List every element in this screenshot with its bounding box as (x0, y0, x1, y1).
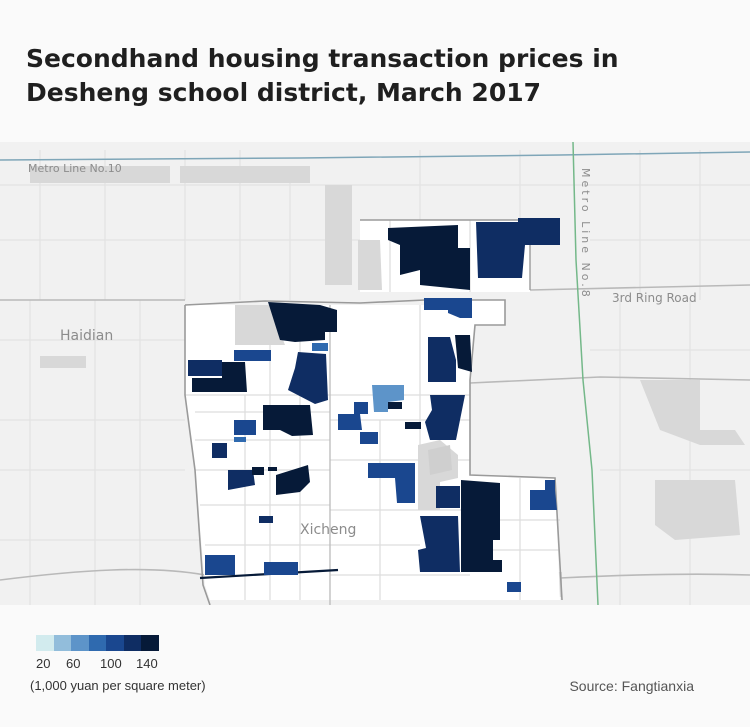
housing-block (388, 402, 402, 409)
housing-block (188, 360, 222, 376)
xicheng-label: Xicheng (300, 522, 356, 538)
housing-block (455, 335, 472, 372)
metro-line-10 (0, 151, 750, 161)
legend-swatch (71, 635, 89, 651)
housing-block (234, 437, 246, 442)
legend-swatch (36, 635, 54, 651)
map-svg: Metro Line No.10 3rd Ring Road Haidian X… (0, 142, 750, 605)
legend-tick: 60 (66, 656, 81, 671)
housing-block (545, 480, 555, 492)
header (0, 0, 750, 142)
housing-block (228, 470, 255, 490)
housing-block (461, 480, 502, 572)
legend-swatch (123, 635, 141, 651)
housing-block (338, 414, 362, 430)
street-grid (0, 150, 750, 605)
housing-block (428, 337, 456, 382)
housing-block (263, 405, 313, 436)
metro-line-8 (572, 142, 599, 605)
housing-block (268, 302, 337, 342)
page-title: Secondhand housing transaction prices in… (26, 44, 619, 107)
legend-tick: 20 (36, 656, 51, 671)
housing-block (234, 420, 256, 435)
legend-tick: 140 (136, 656, 158, 671)
housing-block (312, 343, 328, 351)
legend-swatch (88, 635, 106, 651)
district-boundary (184, 299, 563, 605)
metro-line-8-label: Metro Line No.8 (579, 168, 592, 300)
haidian-label: Haidian (60, 328, 113, 344)
housing-block (405, 422, 421, 429)
legend-color-bar (36, 635, 159, 651)
housing-block (530, 490, 557, 510)
housing-block (424, 298, 472, 310)
housing-block (276, 465, 310, 495)
ring-road-label: 3rd Ring Road (612, 291, 697, 305)
legend-swatch (141, 635, 159, 651)
metro-line-10-label: Metro Line No.10 (28, 162, 122, 175)
map-panel[interactable]: Metro Line No.10 3rd Ring Road Haidian X… (0, 142, 750, 605)
housing-block (436, 486, 460, 508)
housing-block (264, 562, 298, 575)
legend-unit: (1,000 yuan per square meter) (30, 678, 206, 693)
housing-block (288, 352, 328, 404)
housing-block (360, 432, 378, 444)
housing-block (268, 467, 277, 471)
housing-block (259, 516, 273, 523)
legend-swatch (106, 635, 124, 651)
housing-block (372, 385, 404, 412)
legend-swatch (53, 635, 71, 651)
housing-block (212, 443, 227, 458)
housing-blocks (188, 218, 560, 592)
footer (0, 605, 750, 727)
housing-block (368, 463, 415, 503)
housing-block (425, 395, 465, 440)
major-roads (0, 284, 750, 581)
legend-ticks: 20 60 100 140 (30, 656, 190, 672)
housing-block (388, 225, 470, 290)
housing-block (476, 218, 560, 278)
housing-block (418, 516, 460, 572)
housing-block (507, 582, 521, 592)
housing-block (205, 555, 235, 575)
housing-block (192, 362, 247, 392)
housing-block (448, 310, 472, 318)
legend-tick: 100 (100, 656, 122, 671)
housing-block (252, 467, 264, 475)
source-credit: Source: Fangtianxia (569, 678, 694, 694)
housing-block (354, 402, 368, 414)
housing-block (234, 350, 271, 361)
